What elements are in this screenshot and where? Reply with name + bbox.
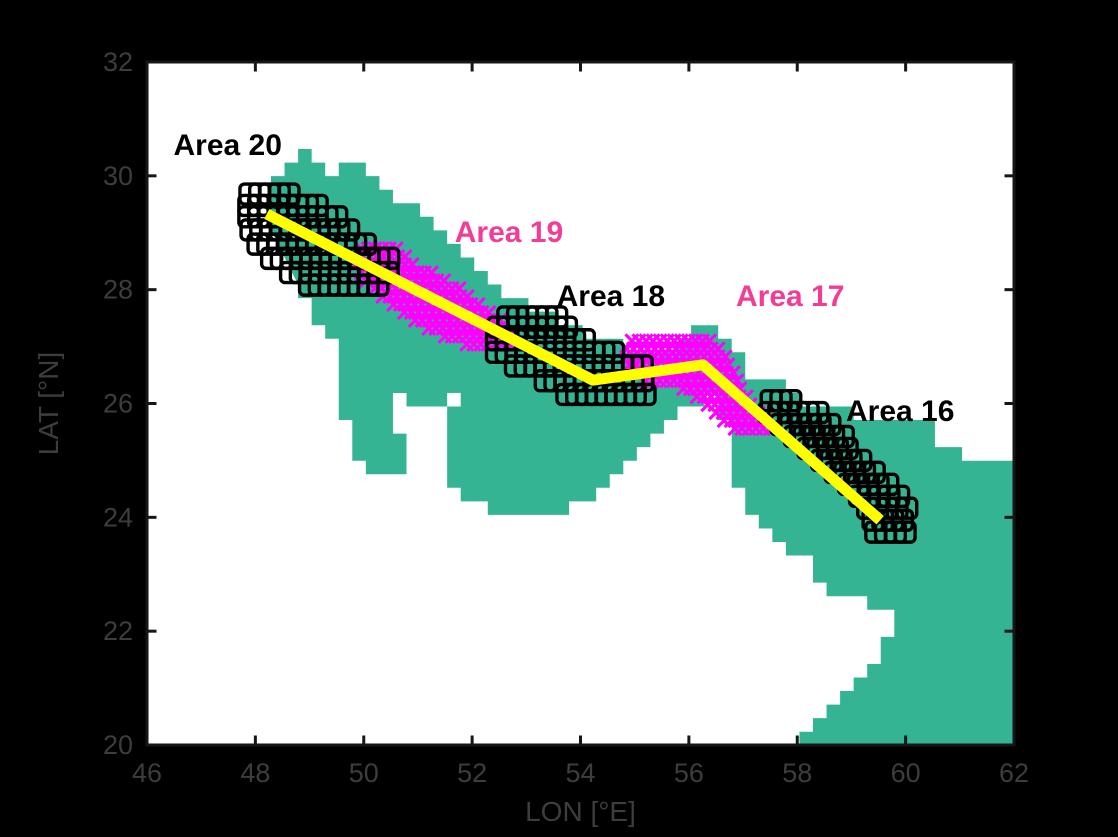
x-tick-label: 58 <box>782 758 812 788</box>
survey-x-marker <box>459 288 475 305</box>
island-land <box>392 392 407 434</box>
survey-square-marker <box>806 400 830 425</box>
area-16-label: Area 16 <box>846 395 954 428</box>
area-18-markers <box>484 305 657 407</box>
y-axis-label: LAT [°N] <box>33 352 64 456</box>
survey-square-marker <box>336 218 361 242</box>
area-20-label: Area 20 <box>174 129 282 162</box>
area-17-label: Area 17 <box>736 280 844 313</box>
map-content: Area 20 Area 19 Area 18 Area 17 Area 16 <box>174 129 1014 745</box>
survey-square-marker <box>818 412 842 437</box>
survey-square-marker <box>862 460 886 485</box>
x-tick-label: 56 <box>674 758 704 788</box>
survey-square-marker <box>633 382 657 407</box>
area-19-label: Area 19 <box>455 216 563 249</box>
survey-square-marker <box>831 424 856 449</box>
y-tick-label: 20 <box>103 730 133 760</box>
survey-square-marker <box>848 448 873 473</box>
survey-square-marker <box>779 388 803 413</box>
survey-square-marker <box>324 205 349 229</box>
x-tick-label: 46 <box>132 758 162 788</box>
x-tick-label: 50 <box>349 758 379 788</box>
axis-ticks <box>145 60 1016 747</box>
x-tick-label: 60 <box>891 758 921 788</box>
survey-square-marker <box>893 520 917 544</box>
x-tick-label: 52 <box>457 758 487 788</box>
survey-square-marker <box>895 496 919 520</box>
area-18-label: Area 18 <box>557 280 665 313</box>
survey-square-marker <box>890 508 915 532</box>
x-tick-label: 62 <box>999 758 1029 788</box>
survey-square-marker <box>835 436 859 461</box>
axes: 46 48 50 52 54 56 58 60 62 20 22 24 26 28 30 32 LON [°E]… <box>33 47 1029 827</box>
island-land <box>447 392 461 407</box>
plot-border <box>145 60 1016 747</box>
track-line <box>264 209 884 525</box>
survey-x-marker <box>470 296 486 313</box>
y-tick-label: 22 <box>103 616 133 646</box>
y-tick-label: 32 <box>103 47 133 77</box>
y-tick-label: 26 <box>103 389 133 419</box>
x-tick-label: 48 <box>240 758 270 788</box>
y-tick-label: 30 <box>103 161 133 191</box>
survey-square-marker <box>353 232 378 256</box>
y-tick-label: 24 <box>103 502 133 532</box>
survey-x-marker <box>725 365 741 381</box>
x-tick-label: 54 <box>565 758 595 788</box>
y-tick-label: 28 <box>103 275 133 305</box>
x-axis-label: LON [°E] <box>525 796 636 827</box>
